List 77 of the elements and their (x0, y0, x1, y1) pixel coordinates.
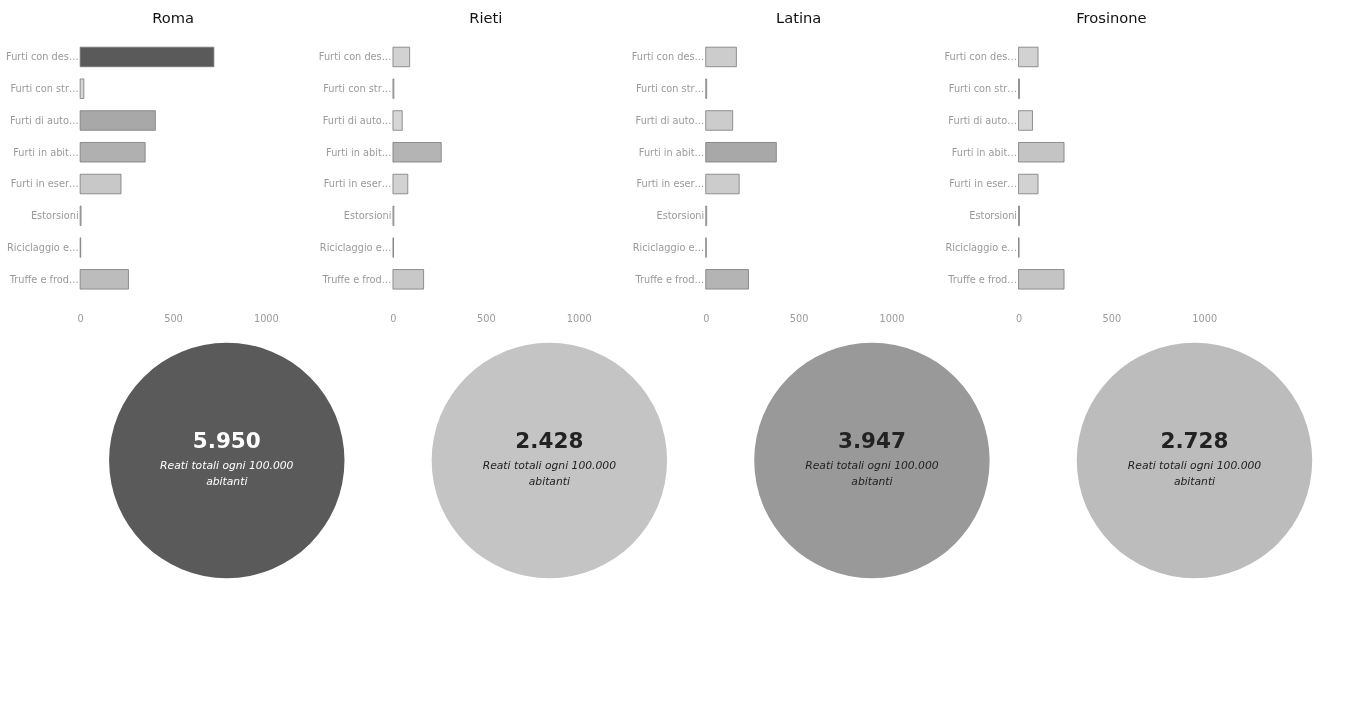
y-tick-label: Truffe e frod… (947, 273, 1018, 285)
x-tick-label: 1000 (1192, 313, 1218, 325)
bar (705, 142, 777, 163)
y-tick-label: Riciclaggio e… (319, 241, 392, 253)
text: Reati totali ogni 100.000 abitanti (1127, 459, 1262, 488)
x-tick-label: 0 (703, 313, 710, 325)
y-tick-label: Furti con des… (631, 51, 705, 63)
y-tick-label: Furti con str… (323, 83, 392, 95)
x-tick-label: 500 (789, 313, 809, 325)
y-tick-label: Furti di auto… (9, 114, 79, 126)
y-tick-label: Furti con des… (6, 51, 79, 63)
y-tick-label: Estorsioni (969, 210, 1018, 222)
bar (705, 46, 737, 68)
bar (1018, 173, 1039, 195)
bar (79, 269, 129, 290)
y-tick-label: Estorsioni (30, 210, 79, 222)
data-label: 2.728 (1160, 427, 1229, 453)
chart-title: Roma (152, 9, 194, 27)
chart-title: Rieti (469, 9, 503, 27)
bar (1018, 46, 1039, 68)
y-tick-label: Furti con str… (948, 83, 1018, 95)
bar (79, 110, 156, 131)
y-tick-label: Furti con str… (10, 83, 79, 95)
x-tick-label: 500 (476, 313, 496, 325)
data-label: 3.947 (837, 427, 906, 453)
y-tick-label: Furti con des… (318, 51, 392, 63)
x-tick-label: 0 (1015, 313, 1023, 325)
x-tick-label: 0 (77, 313, 84, 325)
y-tick-label: Furti di auto… (635, 114, 705, 126)
x-tick-label: 1000 (879, 313, 905, 325)
y-tick-label: Furti di auto… (322, 114, 392, 126)
bar (392, 142, 442, 163)
x-tick-label: 500 (164, 313, 183, 325)
data-label: 5.950 (192, 427, 261, 453)
chart-title: Frosinone (1076, 9, 1147, 27)
y-tick-label: Furti con str… (636, 83, 705, 95)
bar (1018, 269, 1065, 290)
bar (79, 173, 122, 195)
y-tick-label: Furti in eser… (323, 178, 392, 190)
bar (1018, 110, 1033, 131)
data-label: 2.428 (515, 427, 584, 453)
bar (392, 173, 409, 195)
y-tick-label: Truffe e frod… (634, 273, 705, 285)
bar (1018, 142, 1065, 163)
y-tick-label: Furti in eser… (10, 178, 79, 190)
x-tick-label: 0 (390, 313, 397, 325)
bar (392, 46, 411, 68)
y-tick-label: Furti in eser… (949, 178, 1018, 190)
y-tick-label: Furti in abit… (13, 146, 79, 158)
chart-title: Latina (775, 9, 822, 27)
bar (79, 142, 146, 163)
y-tick-label: Estorsioni (656, 210, 705, 222)
y-tick-label: Riciclaggio e… (632, 241, 705, 253)
bar (79, 78, 85, 99)
y-tick-label: Furti in abit… (638, 146, 705, 158)
y-tick-label: Furti in eser… (636, 178, 705, 190)
y-tick-label: Truffe e frod… (8, 273, 79, 285)
bar (392, 110, 403, 131)
bar (79, 46, 215, 68)
y-tick-label: Riciclaggio e… (7, 241, 79, 253)
y-tick-label: Estorsioni (343, 210, 392, 222)
y-tick-label: Riciclaggio e… (945, 241, 1018, 253)
y-tick-label: Furti con des… (944, 51, 1018, 63)
text: Reati totali ogni 100.000 abitanti (805, 459, 939, 488)
y-tick-label: Furti di auto… (948, 114, 1018, 126)
bar (705, 269, 749, 290)
y-tick-label: Furti in abit… (326, 146, 392, 158)
y-tick-label: Truffe e frod… (321, 273, 392, 285)
bar (392, 269, 424, 290)
bar (705, 173, 740, 195)
bar (705, 110, 734, 131)
text: Reati totali ogni 100.000 abitanti (482, 459, 617, 488)
y-tick-label: Furti in abit… (951, 146, 1018, 158)
x-tick-label: 1000 (253, 313, 279, 325)
text: Reati totali ogni 100.000 abitanti (160, 459, 294, 488)
x-tick-label: 1000 (566, 313, 592, 325)
x-tick-label: 500 (1102, 313, 1122, 325)
